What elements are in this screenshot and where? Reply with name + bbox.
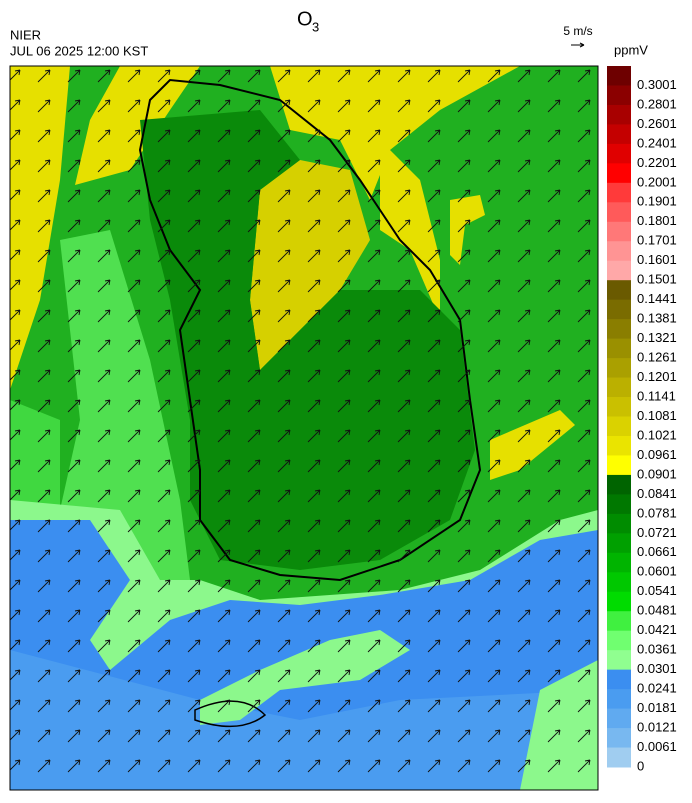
colorbar-label: 0.0421 <box>637 622 677 637</box>
colorbar-label: 0.1021 <box>637 427 677 442</box>
colorbar-label: 0.0301 <box>637 661 677 676</box>
colorbar-segment <box>607 241 631 262</box>
colorbar-label: 0.0181 <box>637 700 677 715</box>
colorbar-segment <box>607 650 631 671</box>
colorbar-segment <box>607 728 631 749</box>
colorbar-segment <box>607 85 631 106</box>
colorbar-segment <box>607 338 631 359</box>
colorbar-label: 0.1261 <box>637 350 677 365</box>
colorbar-label: 0.0841 <box>637 486 677 501</box>
colorbar-label: 0.2601 <box>637 116 677 131</box>
colorbar-segment <box>607 397 631 417</box>
colorbar-segment <box>607 552 631 573</box>
colorbar-label: 0.0241 <box>637 681 677 696</box>
colorbar-label: 0.1081 <box>637 408 677 423</box>
colorbar-label: 0.0901 <box>637 466 677 481</box>
colorbar-segment <box>607 104 631 125</box>
colorbar-label: 0.1701 <box>637 233 677 248</box>
datetime: JUL 06 2025 12:00 KST <box>10 43 148 58</box>
colorbar-unit: ppmV <box>614 42 648 57</box>
colorbar-segment <box>607 163 631 184</box>
colorbar-label: 0 <box>637 758 644 773</box>
title-subscript: 3 <box>312 19 319 34</box>
colorbar-segment <box>607 474 631 495</box>
title: O <box>297 8 313 30</box>
colorbar-label: 0.0541 <box>637 583 677 598</box>
colorbar-segment <box>607 221 631 242</box>
colorbar-label: 0.0061 <box>637 739 677 754</box>
colorbar-label: 0.0481 <box>637 603 677 618</box>
colorbar-segment <box>607 455 631 476</box>
colorbar-label: 0.0121 <box>637 719 677 734</box>
wind-scale-arrow <box>571 42 585 48</box>
colorbar-segment <box>607 143 631 164</box>
colorbar-segment <box>607 494 631 515</box>
colorbar-segment <box>607 747 631 768</box>
colorbar-label: 0.2401 <box>637 135 677 150</box>
colorbar-segment <box>607 591 631 612</box>
colorbar-segment <box>607 708 631 729</box>
colorbar-label: 0.1441 <box>637 291 677 306</box>
colorbar-label: 0.1201 <box>637 369 677 384</box>
colorbar-label: 0.2801 <box>637 96 677 111</box>
colorbar-segment <box>607 669 631 690</box>
colorbar-segment <box>607 416 631 437</box>
colorbar-label: 0.2201 <box>637 155 677 170</box>
colorbar-label: 0.0601 <box>637 564 677 579</box>
colorbar-label: 0.0781 <box>637 505 677 520</box>
colorbar-label: 0.0361 <box>637 642 677 657</box>
wind-scale-label: 5 m/s <box>563 24 592 38</box>
colorbar-segment <box>607 513 631 534</box>
colorbar-segment <box>607 299 631 320</box>
colorbar-segment <box>607 260 631 281</box>
colorbar-segment <box>607 66 631 86</box>
colorbar-label: 0.1321 <box>637 330 677 345</box>
colorbar-label: 0.1901 <box>637 194 677 209</box>
agency: NIER <box>10 27 41 42</box>
colorbar-segment <box>607 319 631 340</box>
colorbar-segment <box>607 377 631 398</box>
colorbar-segment <box>607 280 631 301</box>
map <box>10 66 598 790</box>
colorbar-segment <box>607 611 631 632</box>
colorbar-label: 0.0721 <box>637 525 677 540</box>
colorbar-segment <box>607 358 631 379</box>
colorbar-segment <box>607 182 631 203</box>
colorbar-segment <box>607 572 631 593</box>
colorbar-label: 0.1501 <box>637 272 677 287</box>
colorbar-segment <box>607 435 631 456</box>
colorbar-label: 0.1381 <box>637 311 677 326</box>
colorbar-label: 0.1141 <box>637 388 676 403</box>
map-frame <box>9 65 599 791</box>
colorbar-label: 0.0961 <box>637 447 677 462</box>
colorbar-segment <box>607 533 631 554</box>
colorbar-segment <box>607 689 631 710</box>
colorbar-segment <box>607 202 631 223</box>
colorbar-label: 0.1801 <box>637 213 677 228</box>
colorbar-label: 0.1601 <box>637 252 677 267</box>
colorbar-label: 0.3001 <box>637 77 677 92</box>
colorbar-segment <box>607 124 631 145</box>
colorbar-segment <box>607 630 631 651</box>
colorbar-label: 0.2001 <box>637 174 677 189</box>
colorbar-label: 0.0661 <box>637 544 677 559</box>
colorbar: 0.3001 0.2801 0.2601 0.2401 0.2201 0.2001 0.19… <box>607 66 677 773</box>
